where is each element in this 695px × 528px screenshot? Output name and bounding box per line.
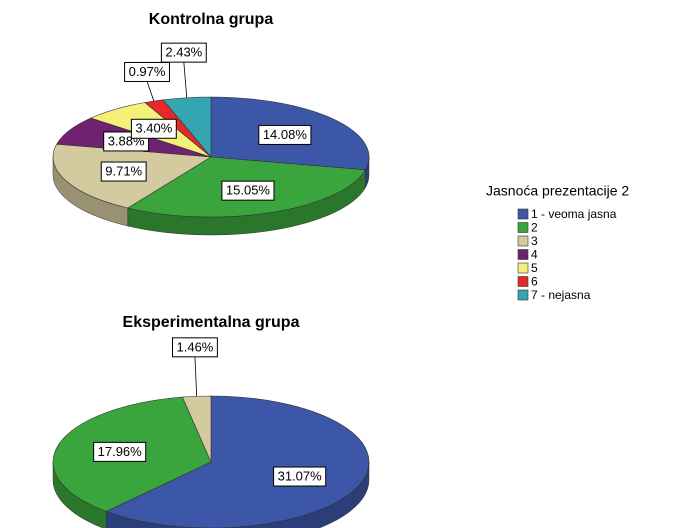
legend-swatch — [517, 262, 529, 274]
data-label: 15.05% — [226, 183, 271, 198]
legend-label: 5 — [531, 261, 538, 275]
data-label-box — [93, 441, 147, 462]
data-label: 14.08% — [263, 127, 308, 142]
legend-label: 7 - nejasna — [531, 288, 591, 302]
data-label: 0.97% — [129, 64, 166, 79]
data-label: 2.43% — [165, 45, 202, 60]
data-label: 17.96% — [98, 444, 143, 459]
data-label-box — [172, 337, 218, 358]
data-label: 3.40% — [135, 121, 172, 136]
data-label-box — [273, 466, 327, 487]
chart-title: Kontrolna grupa — [149, 11, 274, 28]
data-label: 31.07% — [278, 468, 323, 483]
legend-label: 6 — [531, 275, 538, 289]
data-label-box — [258, 124, 312, 145]
legend-title: Jasnoća prezentacije 2 — [486, 183, 629, 199]
slice — [162, 96, 212, 158]
leader-line — [146, 81, 155, 102]
legend-label: 1 - veoma jasna — [531, 207, 617, 221]
legend-swatch — [517, 276, 529, 287]
legend-swatch — [517, 235, 529, 247]
chart-title: Eksperimentalna grupa — [123, 314, 300, 331]
data-label: 9.71% — [105, 163, 142, 178]
data-label-box — [221, 180, 275, 201]
legend-label: 3 — [531, 234, 538, 248]
data-label-box — [100, 161, 147, 182]
legend-swatch — [517, 289, 529, 301]
leader-line — [183, 62, 188, 98]
legend-swatch — [517, 249, 529, 260]
legend-label: 4 — [531, 248, 538, 262]
legend-label: 2 — [531, 221, 538, 235]
data-label-box — [124, 61, 170, 82]
data-label: 1.46% — [177, 339, 214, 354]
leader-line — [194, 356, 198, 397]
data-label-box — [160, 42, 207, 63]
data-label-box — [130, 118, 177, 139]
legend-swatch — [517, 208, 529, 220]
legend-swatch — [517, 222, 529, 233]
slice — [105, 395, 370, 528]
